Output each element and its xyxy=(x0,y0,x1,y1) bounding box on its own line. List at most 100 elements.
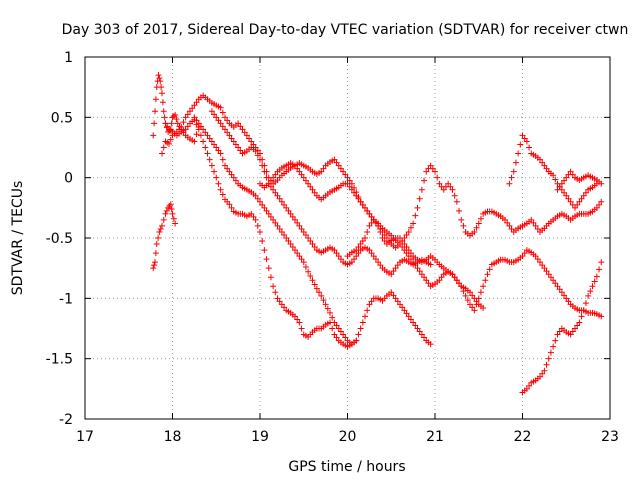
data-point xyxy=(567,331,574,338)
y-tick-labels: 1 0.5 0 -0.5 -1 -1.5 -2 xyxy=(46,50,73,428)
data-point xyxy=(394,298,401,305)
data-point xyxy=(150,132,157,139)
data-point xyxy=(168,120,175,127)
data-point xyxy=(432,168,438,175)
data-point xyxy=(357,198,364,205)
data-point xyxy=(375,222,382,229)
data-point xyxy=(294,219,301,226)
data-point xyxy=(159,150,165,157)
data-point xyxy=(217,150,224,157)
data-point xyxy=(311,244,318,251)
data-point xyxy=(265,265,272,272)
data-point xyxy=(561,189,568,196)
x-tick-label: 17 xyxy=(76,429,94,445)
data-point xyxy=(309,186,316,193)
data-point xyxy=(545,271,552,278)
data-point xyxy=(596,266,603,273)
data-point xyxy=(187,108,193,115)
data-point xyxy=(486,266,493,273)
data-point xyxy=(296,319,303,326)
data-point xyxy=(364,207,371,214)
data-point xyxy=(545,355,552,362)
data-point xyxy=(429,165,436,172)
data-point xyxy=(197,132,204,139)
data-point xyxy=(521,250,528,257)
x-tick-labels: 17 18 19 20 21 22 23 xyxy=(76,429,619,445)
data-point xyxy=(215,147,222,154)
data-point xyxy=(423,277,430,284)
data-point xyxy=(366,210,373,217)
data-point xyxy=(150,265,157,272)
data-point xyxy=(259,238,266,245)
data-point xyxy=(327,309,333,316)
data-point xyxy=(322,301,329,308)
data-point xyxy=(219,123,226,130)
data-point xyxy=(464,297,471,304)
data-point xyxy=(261,247,268,254)
data-point xyxy=(337,328,344,335)
data-point xyxy=(423,168,430,175)
data-point xyxy=(554,283,561,290)
data-point xyxy=(366,222,373,229)
data-point xyxy=(567,198,574,205)
data-point xyxy=(355,250,362,257)
data-point xyxy=(359,319,366,326)
data-point xyxy=(206,135,213,142)
data-point xyxy=(456,207,463,214)
data-point xyxy=(436,277,443,284)
data-point xyxy=(313,285,320,292)
data-point xyxy=(329,314,336,321)
data-point xyxy=(265,180,272,187)
data-point xyxy=(362,235,368,241)
data-point xyxy=(569,328,576,335)
data-point xyxy=(353,337,360,344)
data-point xyxy=(517,141,524,148)
data-point xyxy=(453,277,460,284)
data-point xyxy=(283,204,290,211)
data-point xyxy=(278,228,285,235)
data-point xyxy=(582,300,589,307)
data-point xyxy=(160,144,167,151)
data-point xyxy=(252,148,259,155)
data-point xyxy=(552,176,559,183)
data-point xyxy=(565,298,572,305)
data-point xyxy=(558,180,565,187)
data-point xyxy=(228,135,235,142)
data-point xyxy=(324,305,331,312)
data-point xyxy=(412,322,419,329)
data-point xyxy=(370,216,377,223)
data-point xyxy=(241,129,248,136)
data-point xyxy=(340,168,347,175)
data-point xyxy=(414,265,421,272)
data-point xyxy=(580,192,587,199)
data-point xyxy=(224,165,231,172)
data-point xyxy=(565,195,572,202)
data-point xyxy=(294,316,301,323)
data-point xyxy=(359,238,366,245)
data-point xyxy=(405,247,412,254)
data-point xyxy=(401,307,408,314)
data-point xyxy=(375,259,382,266)
data-point xyxy=(449,271,456,278)
data-point xyxy=(515,150,522,157)
data-point xyxy=(337,256,344,263)
data-point xyxy=(550,172,557,179)
data-point xyxy=(180,119,187,126)
data-point xyxy=(333,250,340,257)
data-point xyxy=(351,189,358,196)
data-point xyxy=(477,289,484,296)
data-point xyxy=(274,192,281,199)
data-point xyxy=(388,271,395,278)
data-point xyxy=(302,231,309,238)
data-point xyxy=(172,220,179,227)
data-point xyxy=(215,180,222,187)
data-point xyxy=(213,174,220,181)
data-point xyxy=(204,150,211,157)
data-point xyxy=(418,186,425,193)
data-point xyxy=(152,96,159,103)
data-point xyxy=(576,198,583,205)
data-point xyxy=(278,198,285,205)
data-point xyxy=(561,177,568,184)
data-point xyxy=(152,259,158,266)
